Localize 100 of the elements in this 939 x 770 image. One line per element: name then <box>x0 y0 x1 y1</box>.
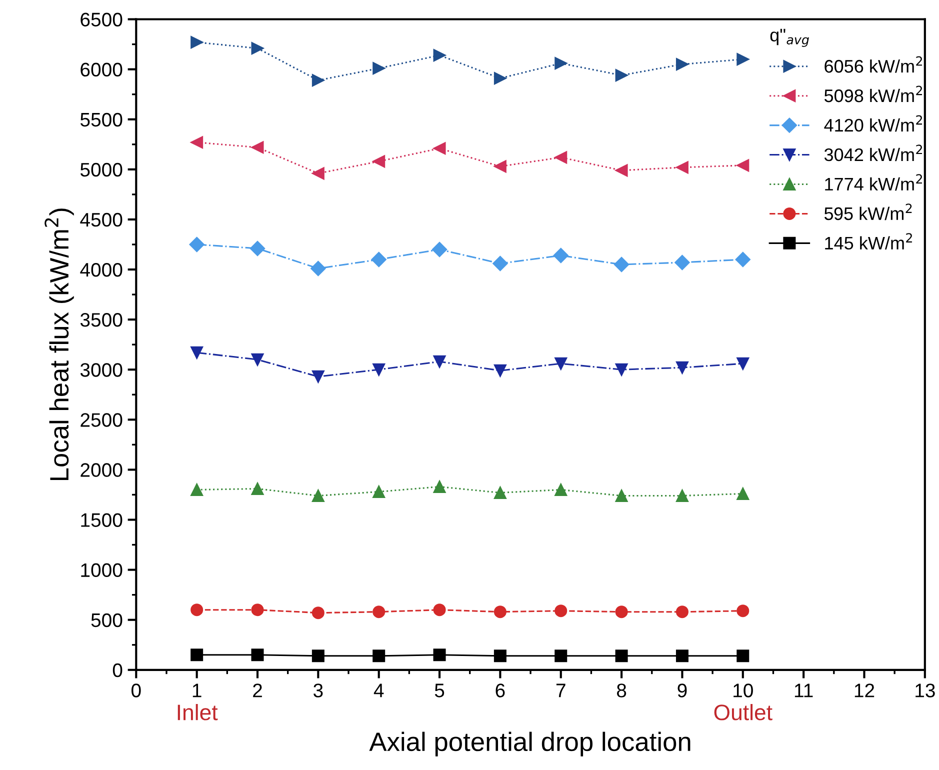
point <box>251 648 264 662</box>
point <box>432 242 448 258</box>
x-tick-label: 8 <box>616 684 626 698</box>
point <box>433 480 446 493</box>
point <box>676 161 688 174</box>
point <box>251 482 264 495</box>
legend-label: 4120 kW/m$^{2}$ <box>824 115 922 132</box>
point <box>615 164 628 177</box>
point <box>190 36 204 49</box>
legend-label: 6056 kW/m$^{2}$ <box>824 56 922 73</box>
point <box>372 485 386 498</box>
point <box>554 57 568 70</box>
point <box>312 167 324 180</box>
point <box>676 650 688 662</box>
point <box>674 254 690 270</box>
point <box>371 252 386 268</box>
point <box>433 604 446 616</box>
point <box>312 606 324 620</box>
y-tick-label: 3500 <box>80 313 122 327</box>
x-tick-label: 3 <box>314 684 323 698</box>
x-tick-label: 7 <box>556 684 566 698</box>
point <box>736 357 750 370</box>
x-tick-label: 12 <box>854 684 874 698</box>
point <box>615 650 628 662</box>
point <box>433 355 446 368</box>
x-tick-label: 6 <box>496 684 505 698</box>
point <box>553 248 568 264</box>
point <box>736 53 750 66</box>
legend-label: 145 kW/m$^{2}$ <box>825 233 912 250</box>
point <box>190 136 204 149</box>
point <box>190 346 204 359</box>
point <box>554 483 568 496</box>
x-tick-label: 11 <box>794 684 813 698</box>
y-tick-label: 0 <box>112 663 122 678</box>
point <box>372 363 386 376</box>
point <box>494 650 506 662</box>
point <box>251 141 264 154</box>
x-tick-label: 0 <box>132 684 141 698</box>
point <box>494 606 506 618</box>
point <box>676 606 688 618</box>
x-tick-label: 13 <box>916 684 935 698</box>
point <box>372 606 386 618</box>
point <box>554 357 568 370</box>
point <box>190 648 204 662</box>
point <box>494 364 506 377</box>
point <box>312 489 324 502</box>
text: Outlet <box>714 704 772 720</box>
point <box>190 483 204 496</box>
point <box>250 240 266 256</box>
point <box>554 151 568 164</box>
point <box>251 353 264 366</box>
point <box>312 74 324 87</box>
point <box>615 489 628 502</box>
legend-title: q"$_{avg}$ <box>770 28 809 47</box>
y-tick-label: 1500 <box>81 513 122 527</box>
x-tick-label: 9 <box>678 684 687 698</box>
y-tick-label: 5000 <box>80 162 122 177</box>
x-tick-label: 10 <box>734 684 753 698</box>
point <box>676 489 688 502</box>
point <box>736 159 750 172</box>
point <box>251 42 264 55</box>
y-tick-label: 1000 <box>81 563 122 578</box>
point <box>372 155 386 168</box>
y-tick-label: 500 <box>91 613 122 628</box>
text: Inlet <box>178 704 218 720</box>
point <box>312 370 324 383</box>
point <box>433 142 446 155</box>
point <box>676 361 688 374</box>
x-tick-label: 1 <box>192 684 202 698</box>
point <box>736 487 750 500</box>
point <box>615 69 628 82</box>
legend-label: 5098 kW/m$^{2}$ <box>824 86 922 102</box>
point <box>676 58 688 71</box>
point <box>735 252 750 268</box>
point <box>251 604 264 616</box>
point <box>615 363 628 376</box>
point <box>736 650 750 662</box>
point <box>494 486 506 499</box>
point <box>312 650 324 662</box>
point <box>310 260 326 276</box>
y-tick-label: 2500 <box>80 413 122 427</box>
x-tick-label: 2 <box>253 684 262 698</box>
point <box>372 650 386 662</box>
y-tick-label: 5500 <box>80 112 122 127</box>
point <box>433 648 446 662</box>
y-tick-label: 4500 <box>80 212 122 227</box>
point <box>736 604 750 618</box>
y-tick-label: 3000 <box>80 363 122 377</box>
x-tick-label: 5 <box>434 684 444 698</box>
legend-label: 1774 kW/m$^{2}$ <box>825 174 922 191</box>
point <box>492 256 508 272</box>
point <box>190 604 204 616</box>
x-tick-label: 4 <box>374 684 384 698</box>
point <box>372 62 386 75</box>
x-axis-title: Axial potential drop location <box>369 732 690 756</box>
point <box>433 49 446 62</box>
point <box>614 256 630 272</box>
legend-label: 3042 kW/m$^{2}$ <box>824 144 922 162</box>
point <box>615 606 628 618</box>
y-tick-label: 6000 <box>80 62 122 77</box>
